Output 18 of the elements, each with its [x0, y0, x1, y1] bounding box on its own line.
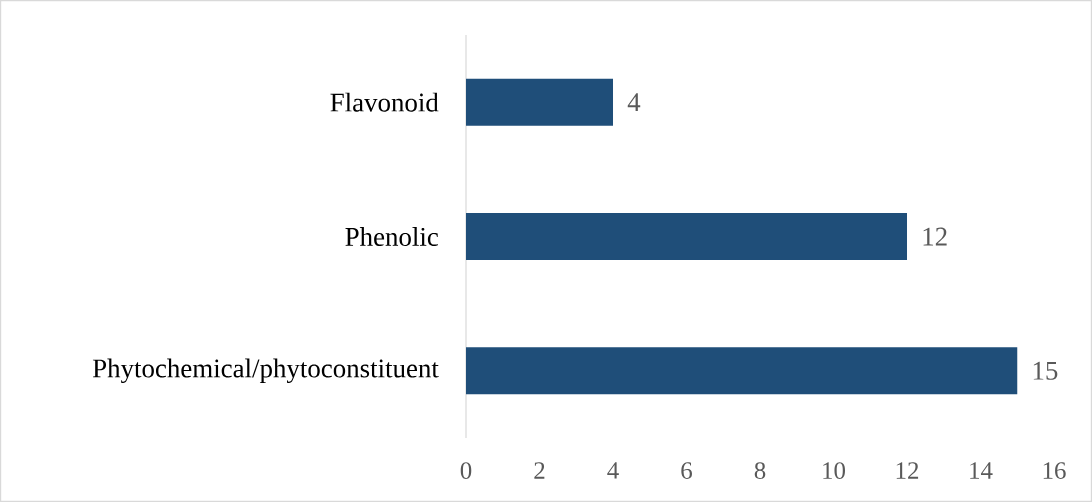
data-label: 4 — [627, 93, 641, 112]
bar — [466, 213, 907, 260]
x-tick-label: 12 — [896, 462, 919, 479]
data-label: 15 — [1033, 361, 1058, 380]
data-label: 12 — [923, 227, 947, 246]
y-tick-label: Phytochemical/phytoconstituent — [92, 358, 439, 384]
y-tick-label: Phenolic — [345, 227, 438, 246]
bar — [466, 78, 613, 126]
x-tick-label: 0 — [460, 462, 472, 480]
x-tick-label: 8 — [754, 462, 766, 480]
x-tick-label: 6 — [681, 462, 692, 479]
x-tick-label: 4 — [607, 462, 619, 479]
y-tick-label: Flavonoid — [330, 92, 439, 112]
x-tick-label: 10 — [823, 462, 845, 480]
x-tick-label: 14 — [970, 462, 993, 479]
bar — [466, 347, 1018, 395]
x-tick-label: 16 — [1043, 462, 1066, 479]
x-tick-label: 2 — [534, 462, 545, 479]
